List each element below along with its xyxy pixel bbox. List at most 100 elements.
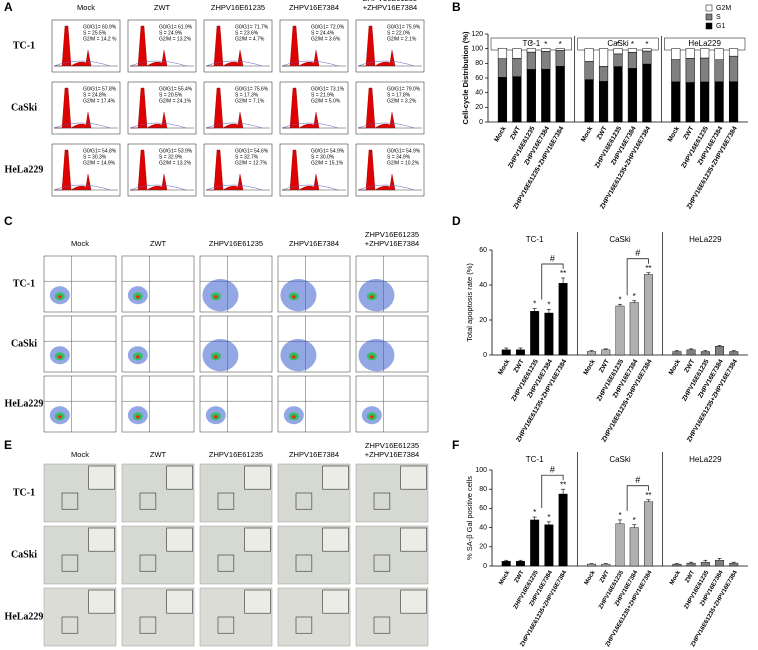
- y-axis-label: % SA-β Gal positive cells: [465, 476, 474, 560]
- dotplot-core: [213, 355, 218, 359]
- cycle-stat: S = 24.8%: [83, 92, 107, 98]
- significance-marker: **: [645, 264, 651, 273]
- bar-segment: [714, 81, 724, 123]
- cycle-stat: G0/G1= 54.9%: [311, 148, 345, 154]
- x-tick-label: Mock: [584, 569, 597, 586]
- micrograph-inset: [244, 527, 271, 552]
- bar-segment: [642, 63, 652, 123]
- row-label: HeLa229: [5, 164, 44, 175]
- zoom-box: [61, 554, 79, 572]
- x-tick-label: ZWT: [683, 358, 696, 374]
- bar-segment: [598, 66, 609, 82]
- bar-segment: [598, 81, 609, 123]
- dotplot-frame: [121, 255, 195, 313]
- bar: [558, 283, 568, 356]
- zoom-box: [373, 616, 391, 634]
- x-tick-label: Mock: [580, 125, 595, 143]
- y-tick-label: 120: [471, 31, 483, 38]
- bar-segment: [512, 48, 522, 59]
- significance-marker: *: [618, 511, 621, 520]
- row-label: TC-1: [13, 40, 35, 51]
- dotplot-core: [135, 415, 140, 419]
- column-label: ZWT: [154, 3, 171, 12]
- bar-segment: [671, 48, 681, 60]
- group-label: HeLa229: [688, 39, 721, 48]
- histogram-peak: [222, 111, 244, 129]
- histogram-fit: [281, 60, 339, 67]
- dotplot-core: [135, 355, 140, 359]
- histogram-fit: [53, 60, 111, 67]
- x-tick-label: ZWT: [599, 570, 611, 585]
- bar-segment: [642, 50, 652, 65]
- y-tick-label: 40: [479, 524, 487, 531]
- cycle-stat: S = 23.6%: [235, 30, 259, 36]
- bar: [530, 311, 540, 356]
- legend-label: S: [716, 14, 721, 21]
- y-axis-label: Cell-cycle Distribution (%): [461, 31, 470, 124]
- dotplot-core: [57, 295, 62, 299]
- column-label: ZWT: [150, 239, 167, 248]
- bar-segment: [526, 48, 536, 53]
- bar-segment: [613, 66, 623, 123]
- micrograph-inset: [88, 527, 115, 552]
- legend-swatch: [705, 13, 713, 21]
- column-label: +ZHPV16E7384: [365, 450, 419, 459]
- cycle-stat: G0/G1= 72.0%: [311, 24, 345, 30]
- cycle-stat: G0/G1= 54.6%: [235, 148, 269, 154]
- histogram-peak: [146, 111, 168, 129]
- cycle-stat: G2/M = 14.2 %: [83, 36, 117, 42]
- comparison-bracket: [541, 263, 564, 300]
- group-label: HeLa229: [689, 235, 722, 244]
- bar: [672, 563, 682, 567]
- y-tick-label: 0: [479, 119, 483, 126]
- column-label: ZWT: [150, 450, 167, 459]
- panel-label: B: [452, 0, 461, 14]
- cycle-stat: G2/M = 5.0%: [311, 98, 341, 104]
- bar-segment: [512, 58, 522, 77]
- bar-segment: [497, 47, 508, 59]
- column-label: ZHPV16E7384: [289, 3, 339, 12]
- y-tick-label: 60: [479, 505, 487, 512]
- zoom-box: [61, 616, 79, 634]
- bar: [601, 349, 611, 356]
- bar: [629, 527, 639, 567]
- dotplot-core: [369, 415, 374, 419]
- cycle-stat: S = 32.7%: [235, 154, 259, 160]
- group-label: CaSki: [609, 455, 631, 464]
- y-tick-label: 20: [479, 317, 487, 324]
- cycle-stat: G0/G1= 55.4%: [159, 86, 193, 92]
- y-tick-label: 40: [479, 282, 487, 289]
- cycle-stat: G2/M = 2.1%: [387, 36, 417, 42]
- micrograph-inset: [244, 589, 271, 614]
- legend-swatch: [705, 22, 713, 30]
- panel-label: E: [4, 438, 12, 452]
- histogram-fit: [357, 122, 415, 129]
- histogram-peak: [298, 173, 320, 191]
- panel-label: D: [452, 214, 461, 228]
- histogram-peak: [146, 173, 168, 191]
- row-label: HeLa229: [5, 611, 44, 622]
- bar-segment: [685, 82, 695, 123]
- bracket-label: #: [635, 248, 640, 258]
- bar-segment: [497, 58, 508, 78]
- bar: [715, 346, 725, 356]
- x-tick-label: Mock: [498, 569, 511, 586]
- micrograph-inset: [166, 527, 193, 552]
- zoom-box: [373, 492, 391, 510]
- x-tick-label: ZWT: [598, 358, 611, 374]
- group-label: TC-1: [526, 455, 544, 464]
- zoom-box: [217, 616, 235, 634]
- cycle-stat: G0/G1= 53.9%: [159, 148, 193, 154]
- bar: [615, 305, 625, 356]
- bar-segment: [555, 48, 565, 51]
- column-label: ZHPV16E61235: [363, 0, 417, 3]
- histogram-peak: [374, 111, 396, 129]
- bar: [686, 562, 696, 567]
- dotplot-core: [213, 415, 218, 419]
- bar: [700, 561, 710, 567]
- x-tick-label: Mock: [667, 125, 682, 143]
- cycle-stat: S = 34.9%: [387, 154, 411, 160]
- zoom-box: [373, 554, 391, 572]
- column-label: Mock: [71, 239, 89, 248]
- x-tick-label: ZWT: [513, 358, 526, 374]
